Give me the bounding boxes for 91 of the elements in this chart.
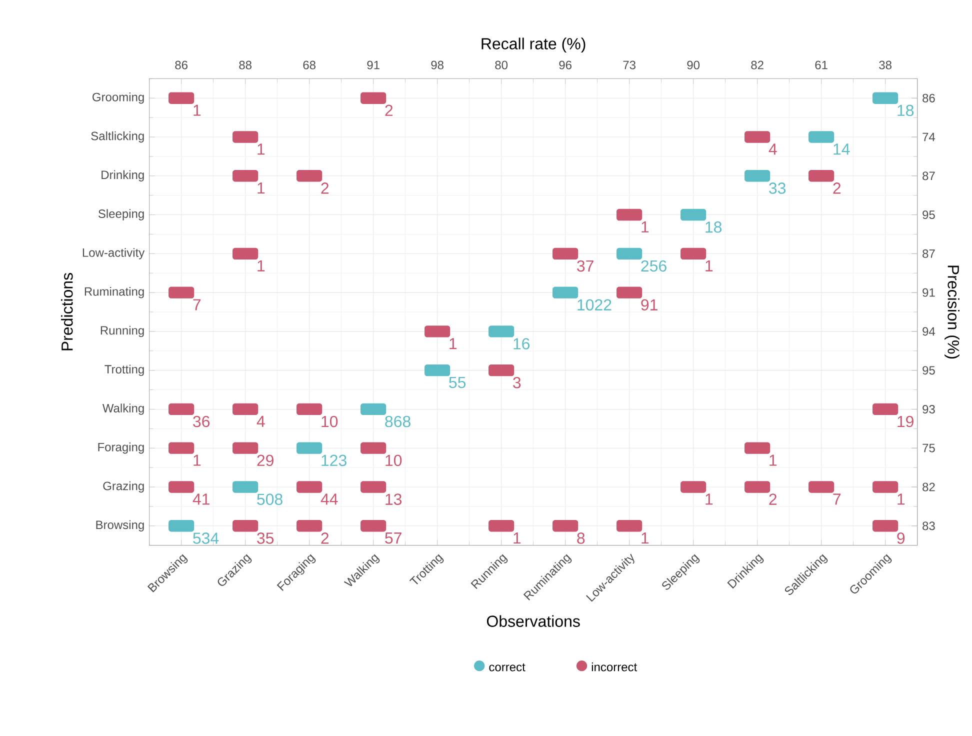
data-label: 1 [770, 454, 777, 466]
data-label: 2 [385, 104, 393, 116]
y-tick-label: Ruminating [84, 286, 144, 298]
data-label: 1 [258, 144, 265, 155]
text: 73 [623, 60, 636, 70]
data-label: 33 [769, 182, 786, 194]
text: 68 [303, 60, 316, 70]
data-label: 44 [320, 494, 338, 505]
y-tick-label: Walking [102, 404, 144, 415]
y-tick-label: Sleeping [98, 209, 144, 220]
text: 82 [751, 60, 764, 70]
data-label: 7 [193, 299, 201, 310]
data-label: 2 [321, 182, 329, 194]
data-label: 123 [322, 454, 346, 466]
text: 38 [879, 60, 892, 70]
y-tick-label: Low-activity [82, 248, 145, 260]
data-label: 16 [514, 338, 530, 350]
y2-tick-label: 75 [922, 444, 935, 452]
y2-tick-label: 86 [922, 94, 935, 102]
data-label: 91 [641, 299, 658, 311]
y-tick-label: Running [100, 326, 144, 338]
data-label: 508 [257, 494, 282, 505]
data-label: 1 [514, 532, 521, 544]
data-label: 1022 [578, 299, 612, 311]
y2-tick-label: 74 [922, 132, 936, 142]
text: 80 [495, 60, 508, 70]
y2-tick-label: 95 [922, 366, 935, 375]
data-label: 4 [768, 144, 777, 155]
data-label: 7 [833, 494, 841, 505]
data-label: 868 [385, 416, 410, 428]
text: 61 [815, 60, 828, 70]
y2-tick-label: 95 [922, 210, 935, 220]
data-label: 10 [386, 454, 402, 466]
data-label: 1 [642, 532, 649, 544]
y2-axis-title: Precision (%) [944, 266, 960, 359]
data-label: 55 [449, 376, 466, 388]
data-label: 1 [898, 494, 905, 505]
data-label: 18 [898, 104, 914, 116]
data-label: 19 [898, 416, 914, 428]
y2-tick-label: 83 [922, 522, 935, 530]
data-label: 10 [322, 416, 338, 428]
data-label: 8 [577, 532, 585, 544]
y-tick-label: Drinking [102, 170, 144, 182]
y2-tick-label: 87 [922, 249, 935, 258]
y2-tick-label: 94 [922, 327, 936, 336]
y-tick-label: Grazing [103, 481, 144, 493]
data-label: 57 [385, 532, 402, 544]
data-label: 36 [193, 416, 210, 428]
text: incorrect [592, 662, 638, 672]
data-label: 534 [193, 532, 219, 544]
data-label: 1 [194, 104, 201, 116]
data-label: 2 [769, 494, 777, 505]
data-label: 18 [706, 221, 722, 233]
x2-axis-title: Recall rate (%) [482, 38, 586, 53]
data-label: 14 [834, 144, 850, 155]
y2-tick-label: 93 [922, 404, 935, 414]
x-axis-title: Observations [486, 615, 580, 627]
data-label: 4 [256, 416, 265, 427]
data-label: 1 [258, 260, 265, 272]
data-label: 256 [641, 260, 666, 272]
text: 91 [367, 60, 380, 70]
data-label: 41 [192, 494, 210, 505]
y2-tick-label: 87 [922, 172, 935, 180]
y-axis-title: Predictions [61, 273, 73, 350]
text: 90 [687, 60, 700, 70]
data-label: 1 [450, 338, 457, 350]
data-label: 1 [706, 260, 713, 272]
y2-tick-label: 91 [922, 288, 935, 297]
data-label: 37 [577, 260, 594, 272]
data-label: 1 [642, 221, 649, 232]
data-label: 3 [513, 376, 521, 388]
data-label: 2 [833, 182, 841, 194]
data-label: 29 [257, 454, 274, 466]
text: 88 [239, 60, 252, 70]
data-label: 13 [386, 494, 402, 505]
y-tick-label: Saltlicking [91, 131, 144, 143]
y2-tick-label: 82 [922, 482, 935, 492]
y-tick-label: Foraging [98, 442, 144, 454]
data-label: 35 [257, 532, 274, 544]
y-tick-label: Browsing [96, 520, 144, 532]
y-tick-label: Trotting [104, 364, 144, 376]
text: 86 [175, 60, 188, 70]
text: 98 [431, 60, 444, 70]
text: correct [489, 663, 526, 672]
data-label: 9 [897, 532, 905, 544]
data-label: 1 [706, 494, 713, 505]
data-label: 1 [258, 182, 265, 194]
text: 96 [559, 60, 572, 70]
data-label: 1 [194, 454, 201, 466]
y-tick-label: Grooming [92, 92, 144, 104]
data-label: 2 [321, 532, 329, 544]
